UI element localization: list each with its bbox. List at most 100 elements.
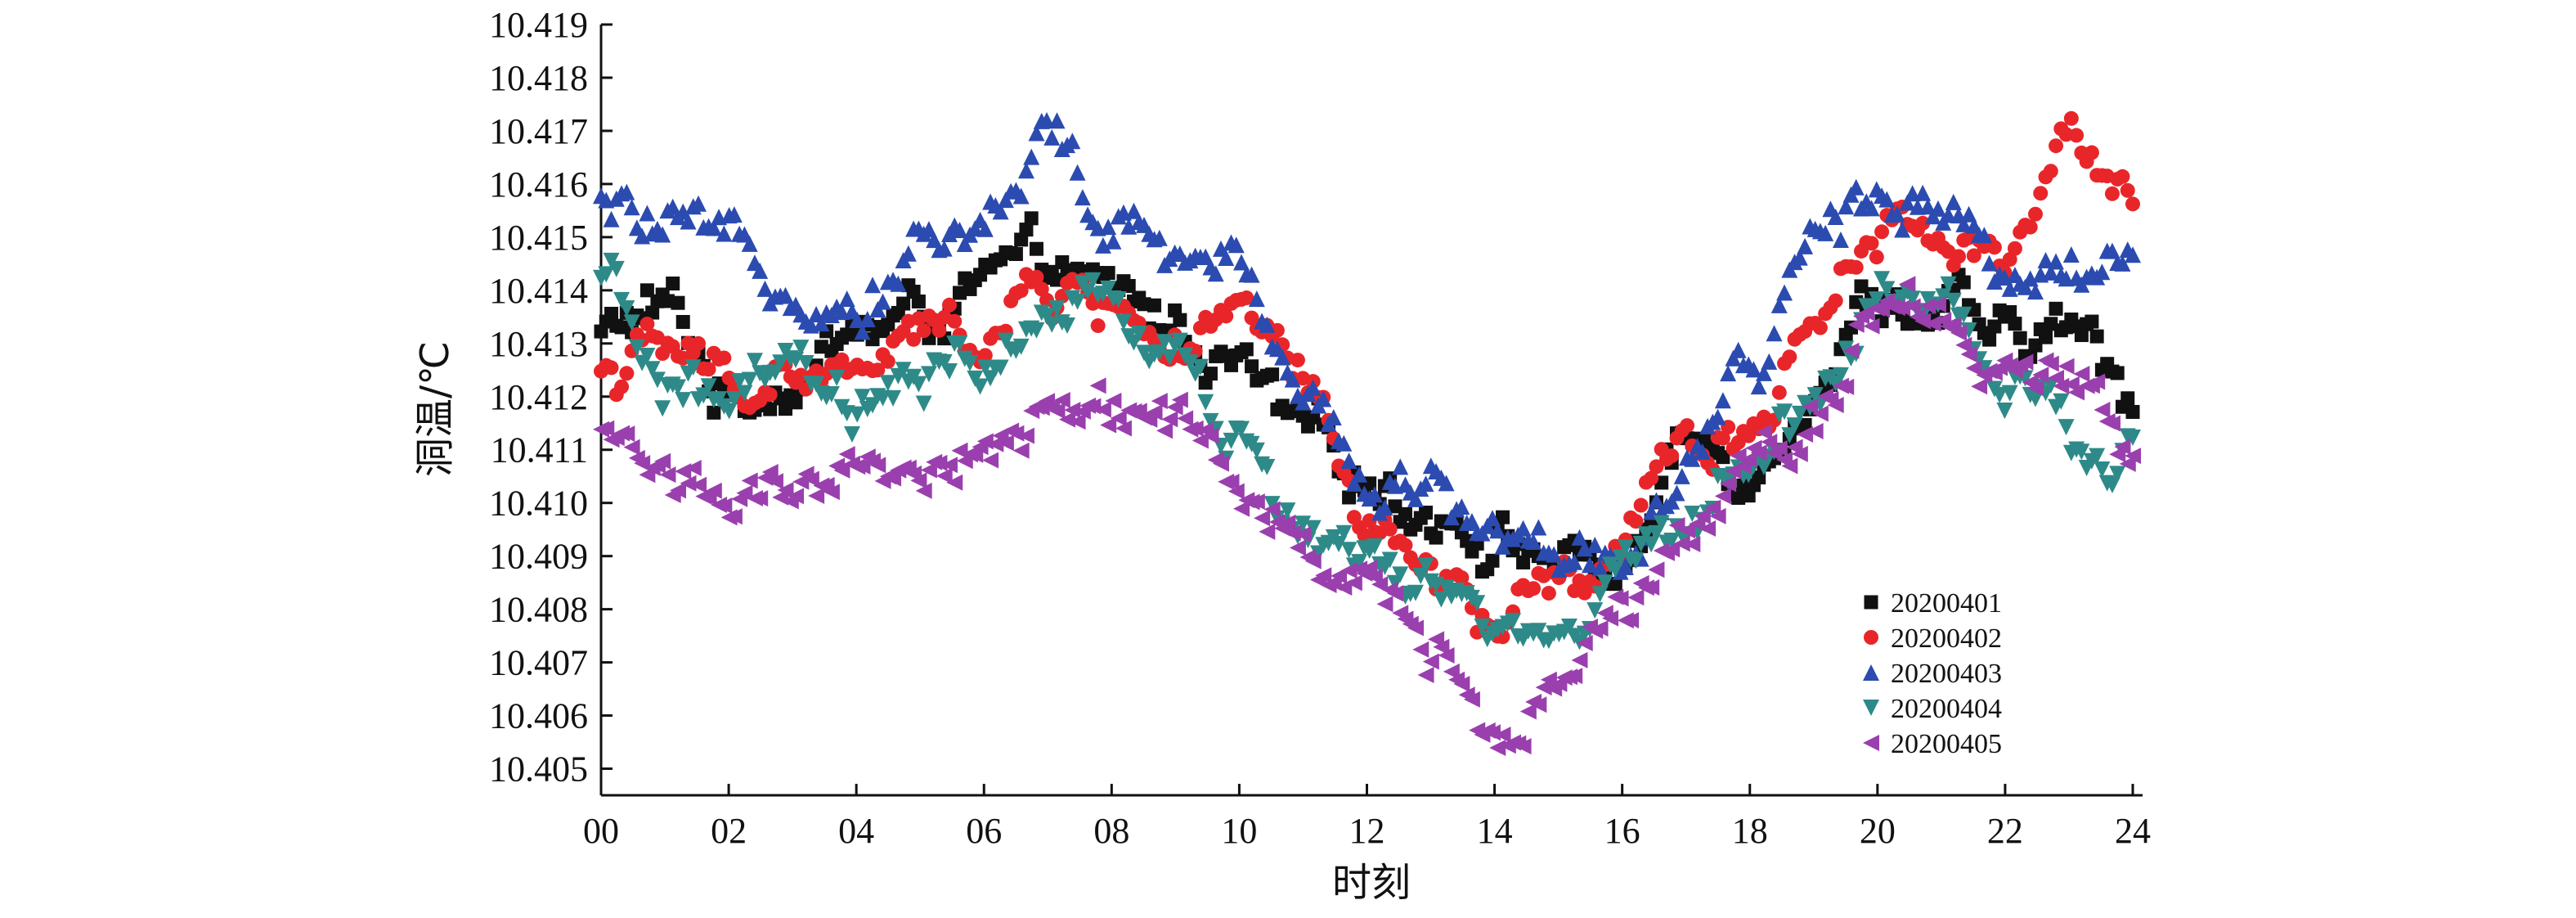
data-point [1755, 458, 1772, 475]
data-point [766, 473, 783, 490]
data-point [1207, 265, 1224, 282]
data-point [788, 488, 805, 505]
data-point [1935, 288, 1952, 305]
data-point [705, 219, 722, 236]
data-point [1366, 538, 1383, 556]
data-point [1223, 432, 1240, 449]
x-tick-label: 22 [1987, 811, 2023, 851]
data-point [2094, 461, 2111, 479]
data-point [1043, 128, 1061, 146]
data-point [1090, 318, 1106, 334]
data-point [1038, 111, 1055, 128]
data-point [823, 484, 840, 501]
data-point [1069, 413, 1086, 430]
data-point [1863, 200, 1880, 217]
data-point [915, 395, 932, 412]
data-point [1151, 344, 1168, 361]
data-point [1817, 224, 1834, 241]
data-point [1622, 612, 1640, 629]
data-point [1888, 205, 1905, 223]
data-point [1110, 291, 1127, 308]
data-point [2069, 128, 2085, 143]
data-point [1412, 567, 1429, 584]
data-point [623, 314, 640, 331]
data-point [1699, 520, 1717, 537]
data-point [1981, 254, 1998, 272]
data-point [700, 378, 717, 395]
data-point [1505, 613, 1522, 630]
legend-label: 20200403 [1891, 659, 2002, 689]
data-point [1177, 410, 1194, 427]
data-point [1899, 194, 1916, 211]
data-point [690, 476, 707, 493]
data-point [1648, 561, 1665, 578]
data-point [900, 245, 917, 262]
data-point [1781, 457, 1798, 475]
data-point [1842, 342, 1860, 359]
data-point [1791, 405, 1808, 422]
data-point [680, 213, 697, 230]
data-point [2125, 448, 2141, 465]
data-point [1197, 394, 1214, 411]
data-point [1489, 740, 1506, 757]
data-point [2120, 182, 2135, 198]
data-point [956, 236, 973, 253]
data-point [797, 355, 815, 372]
data-point [880, 353, 895, 369]
data-point [1110, 410, 1127, 427]
data-point [859, 310, 876, 327]
data-point [972, 378, 989, 395]
data-point [1223, 474, 1240, 491]
data-point [1797, 417, 1812, 432]
data-point [1776, 284, 1793, 301]
data-point [725, 390, 743, 407]
data-point [1720, 475, 1737, 493]
x-tick-label: 06 [966, 811, 1002, 851]
data-point [1407, 490, 1425, 507]
data-point [1832, 231, 1849, 248]
data-point [1566, 668, 1583, 685]
data-point [906, 331, 922, 347]
data-point [1419, 506, 1434, 520]
data-point [1680, 418, 1695, 434]
data-point [2058, 419, 2075, 436]
data-point [1340, 562, 1358, 579]
data-point [1218, 308, 1234, 324]
data-point [1100, 416, 1117, 434]
data-point [669, 482, 686, 499]
data-point [1407, 619, 1425, 637]
data-point [1192, 358, 1209, 376]
data-point [1838, 198, 1855, 215]
y-tick-label: 10.419 [489, 5, 588, 45]
y-tick-label: 10.415 [489, 218, 588, 258]
data-point [1494, 538, 1511, 555]
x-tick-label: 18 [1732, 811, 1768, 851]
data-point [1904, 298, 1921, 315]
data-point [1714, 392, 1731, 409]
data-point [1453, 675, 1470, 692]
data-point [1955, 336, 1972, 353]
data-point [1967, 303, 1981, 317]
data-point [1847, 178, 1865, 196]
x-tick-label: 10 [1221, 811, 1257, 851]
data-point [763, 402, 778, 416]
data-point [777, 286, 794, 304]
legend-marker [1863, 664, 1879, 681]
data-point [1233, 254, 1250, 271]
data-point [1591, 560, 1609, 577]
data-point [2001, 280, 2018, 297]
data-point [854, 389, 871, 406]
data-point [1429, 530, 1443, 545]
data-point [1351, 554, 1368, 571]
data-point [1971, 378, 1988, 395]
data-point [644, 361, 661, 378]
data-point [1259, 316, 1276, 333]
data-point [982, 452, 999, 469]
data-point [1284, 524, 1301, 542]
data-point [2125, 404, 2140, 419]
data-point [623, 439, 640, 456]
data-point [716, 225, 733, 242]
data-point [604, 360, 619, 376]
data-point [1171, 391, 1188, 408]
data-point [2026, 380, 2044, 397]
